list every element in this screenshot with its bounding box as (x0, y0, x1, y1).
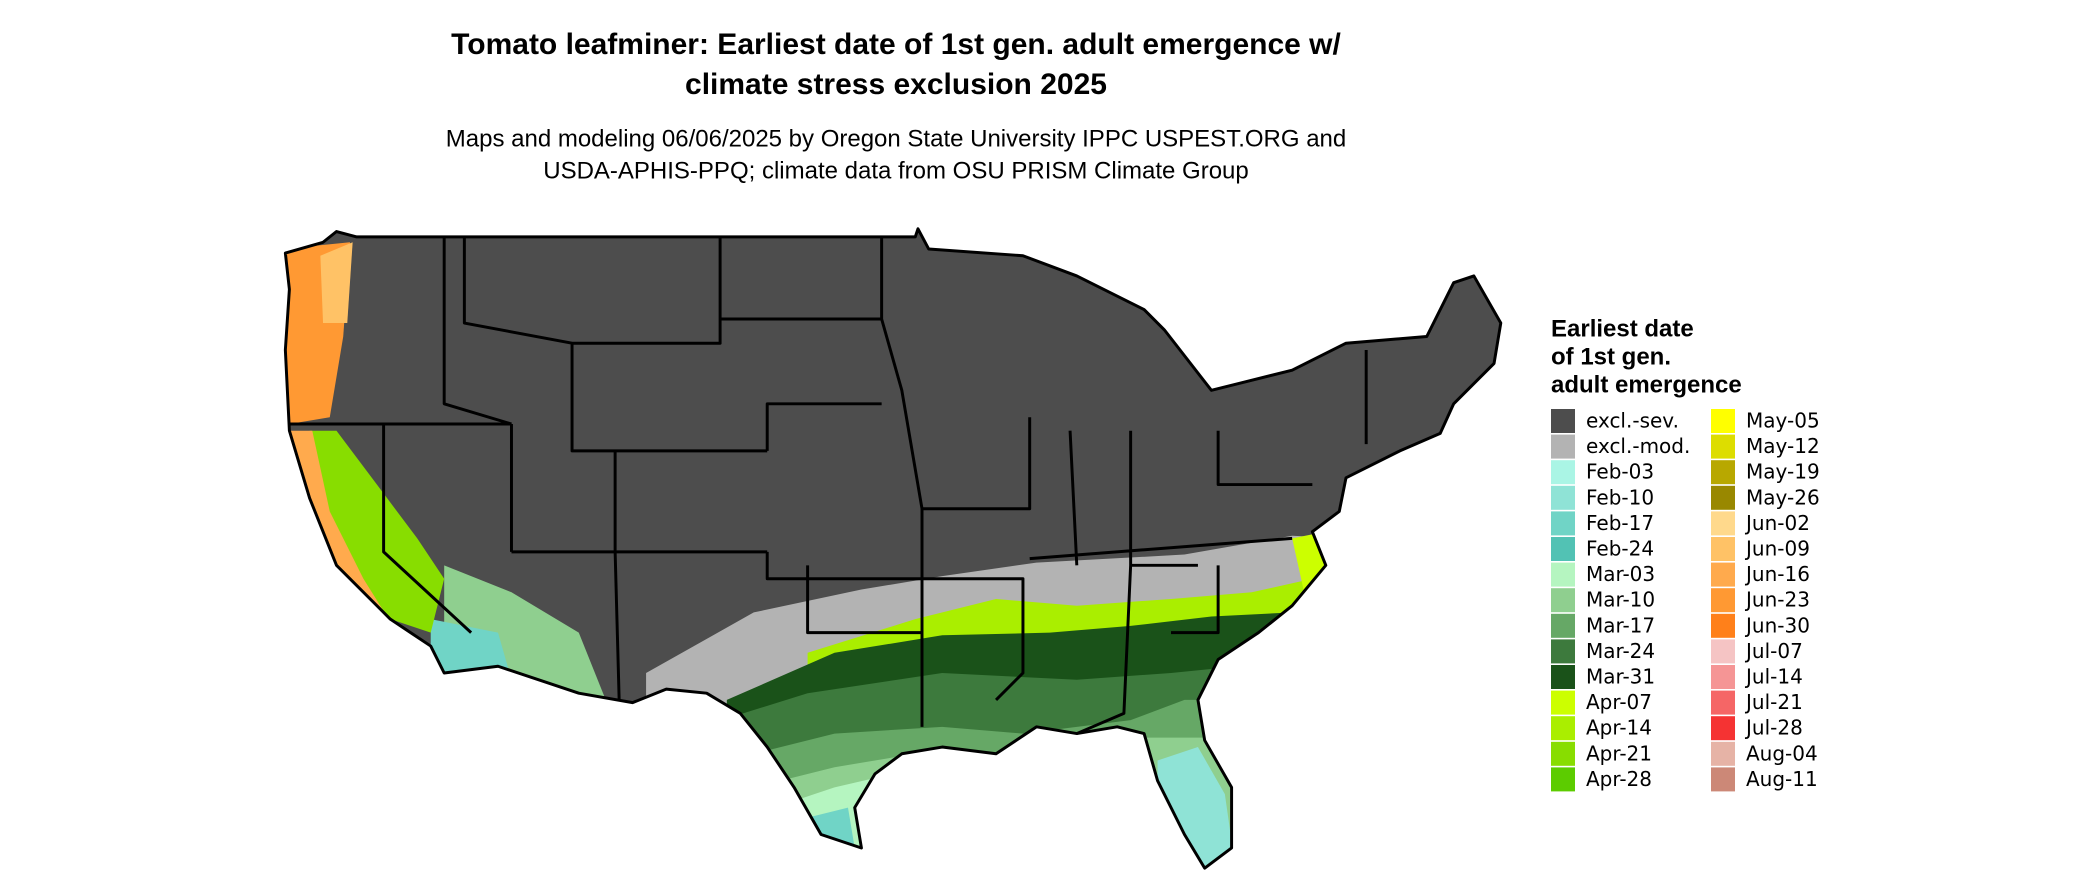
legend-label: excl.-mod. (1586, 434, 1690, 458)
legend-label: Jul-21 (1744, 690, 1803, 714)
subtitle-line: USDA-APHIS-PPQ; climate data from OSU PR… (543, 157, 1249, 184)
legend-title-line: of 1st gen. (1551, 343, 1671, 370)
legend-label: Jul-14 (1744, 665, 1803, 689)
legend-label: Aug-11 (1746, 767, 1818, 791)
legend-label: Mar-31 (1586, 665, 1655, 689)
legend-swatch (1551, 537, 1575, 561)
legend-label: Mar-03 (1586, 562, 1655, 586)
legend-label: Feb-17 (1586, 511, 1654, 535)
legend-swatch (1711, 639, 1735, 664)
legend-label: Feb-10 (1586, 485, 1654, 509)
legend-label: Apr-21 (1586, 741, 1652, 765)
legend-label: May-05 (1746, 409, 1820, 433)
legend-label: Jun-23 (1744, 588, 1810, 612)
legend-swatch (1711, 562, 1735, 587)
legend-swatch (1551, 741, 1575, 766)
legend-swatch (1551, 562, 1575, 587)
legend-swatch (1711, 511, 1735, 536)
legend: Earliest date of 1st gen. adult emergenc… (1551, 315, 1820, 792)
legend-swatch (1551, 485, 1575, 510)
legend-swatch (1711, 434, 1735, 459)
legend-label: Mar-10 (1586, 588, 1655, 612)
legend-swatch (1551, 460, 1575, 485)
legend-swatch (1711, 485, 1735, 510)
legend-swatch (1551, 665, 1575, 689)
legend-swatch (1711, 460, 1735, 485)
legend-swatch (1551, 613, 1575, 638)
legend-title-line: Earliest date (1551, 315, 1694, 342)
legend-swatch (1711, 767, 1735, 792)
subtitle-line: Maps and modeling 06/06/2025 by Oregon S… (446, 125, 1346, 152)
legend-label: Jul-07 (1744, 639, 1803, 663)
legend-label: Feb-03 (1586, 460, 1654, 484)
legend-swatch (1551, 716, 1575, 741)
legend-label: Jun-02 (1744, 511, 1810, 535)
legend-label: Jun-30 (1744, 613, 1810, 637)
legend-label: May-12 (1746, 434, 1820, 458)
legend-swatch (1711, 409, 1735, 433)
legend-label: May-26 (1746, 485, 1820, 509)
legend-label: Feb-24 (1586, 537, 1654, 561)
legend-swatch (1711, 690, 1735, 715)
legend-swatch (1551, 588, 1575, 613)
legend-label: Apr-14 (1586, 716, 1652, 740)
legend-label: Aug-04 (1746, 741, 1818, 765)
legend-label: Apr-28 (1586, 767, 1652, 791)
legend-swatch (1551, 639, 1575, 664)
legend-title-line: adult emergence (1551, 371, 1742, 398)
legend-swatch (1711, 741, 1735, 766)
legend-swatch (1711, 716, 1735, 741)
title-line: Tomato leafminer: Earliest date of 1st g… (451, 28, 1341, 61)
legend-swatch (1711, 537, 1735, 561)
legend-label: Apr-07 (1586, 690, 1652, 714)
legend-swatch (1551, 767, 1575, 792)
legend-label: excl.-sev. (1586, 409, 1679, 433)
title-line: climate stress exclusion 2025 (685, 68, 1107, 101)
legend-label: Jun-16 (1744, 562, 1810, 586)
legend-swatch (1551, 434, 1575, 459)
legend-label: Mar-17 (1586, 613, 1655, 637)
legend-swatch (1711, 665, 1735, 689)
legend-label: Mar-24 (1586, 639, 1655, 663)
legend-label: May-19 (1746, 460, 1820, 484)
legend-swatch (1551, 409, 1575, 433)
map (283, 227, 1503, 870)
legend-swatch (1711, 588, 1735, 613)
legend-label: Jun-09 (1744, 537, 1810, 561)
legend-swatch (1551, 511, 1575, 536)
legend-swatch (1551, 690, 1575, 715)
legend-label: Jul-28 (1744, 716, 1803, 740)
legend-swatch (1711, 613, 1735, 638)
